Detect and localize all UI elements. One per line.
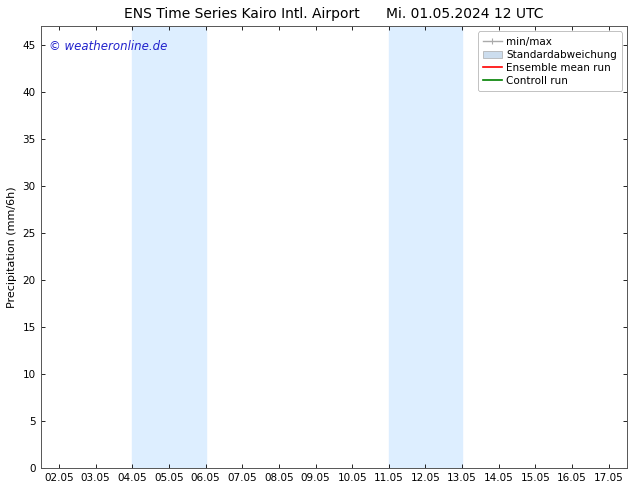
Title: ENS Time Series Kairo Intl. Airport      Mi. 01.05.2024 12 UTC: ENS Time Series Kairo Intl. Airport Mi. … [124,7,543,21]
Legend: min/max, Standardabweichung, Ensemble mean run, Controll run: min/max, Standardabweichung, Ensemble me… [478,31,622,91]
Y-axis label: Precipitation (mm/6h): Precipitation (mm/6h) [7,186,17,308]
Text: © weatheronline.de: © weatheronline.de [49,40,168,52]
Bar [389,26,462,468]
Bar [133,26,205,468]
